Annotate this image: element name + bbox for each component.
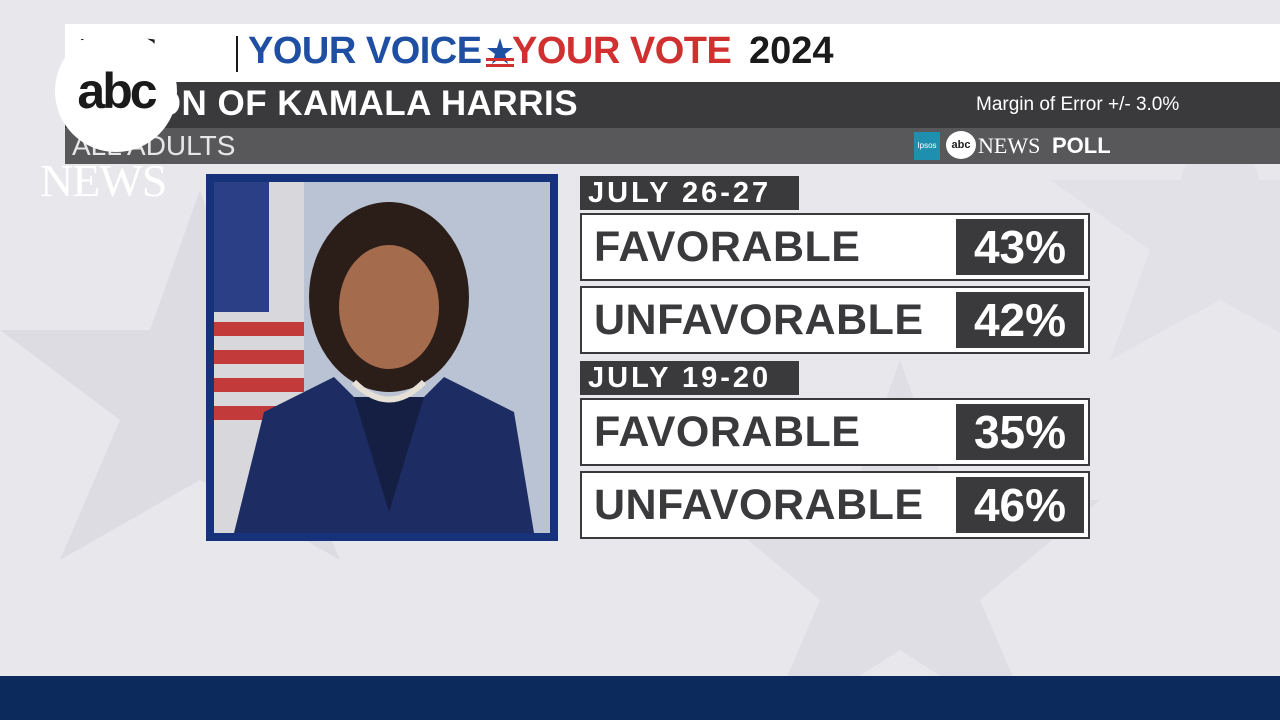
row-label: UNFAVORABLE bbox=[594, 296, 924, 344]
row-value: 43% bbox=[956, 219, 1084, 275]
abc-poll-logo-icon: abc bbox=[946, 131, 976, 159]
header-bar bbox=[65, 24, 1280, 82]
abc-logo-text: abc bbox=[77, 63, 157, 119]
data-row: FAVORABLE 35% bbox=[580, 398, 1090, 466]
portrait-image bbox=[214, 182, 550, 533]
row-value: 35% bbox=[956, 404, 1084, 460]
data-row: UNFAVORABLE 42% bbox=[580, 286, 1090, 354]
poll-news-text: NEWS bbox=[978, 133, 1041, 158]
poll-poll-text: POLL bbox=[1052, 133, 1111, 158]
ipsos-logo-icon: Ipsos bbox=[914, 132, 940, 160]
margin-of-error: Margin of Error +/- 3.0% bbox=[976, 94, 1180, 115]
row-value: 42% bbox=[956, 292, 1084, 348]
subtitle-bar bbox=[65, 128, 1280, 164]
header-divider bbox=[236, 36, 238, 72]
data-row: FAVORABLE 43% bbox=[580, 213, 1090, 281]
data-row: UNFAVORABLE 46% bbox=[580, 471, 1090, 539]
abc-news-logo-text: NEWS bbox=[40, 155, 167, 206]
row-value: 46% bbox=[956, 477, 1084, 533]
bottom-bar bbox=[0, 676, 1280, 720]
title-bar bbox=[65, 82, 1280, 128]
header-year: 2024 bbox=[749, 30, 834, 72]
star-icon bbox=[486, 38, 514, 67]
portrait-frame bbox=[206, 174, 558, 541]
row-label: FAVORABLE bbox=[594, 223, 861, 271]
header-your-vote: YOUR VOTE bbox=[512, 30, 732, 72]
period-label-1: JULY 26-27 bbox=[580, 176, 799, 210]
header-your-voice: YOUR VOICE bbox=[248, 30, 482, 72]
abc-logo-icon bbox=[55, 30, 177, 152]
row-label: UNFAVORABLE bbox=[594, 481, 924, 529]
row-label: FAVORABLE bbox=[594, 408, 861, 456]
period-label-2: JULY 19-20 bbox=[580, 361, 799, 395]
